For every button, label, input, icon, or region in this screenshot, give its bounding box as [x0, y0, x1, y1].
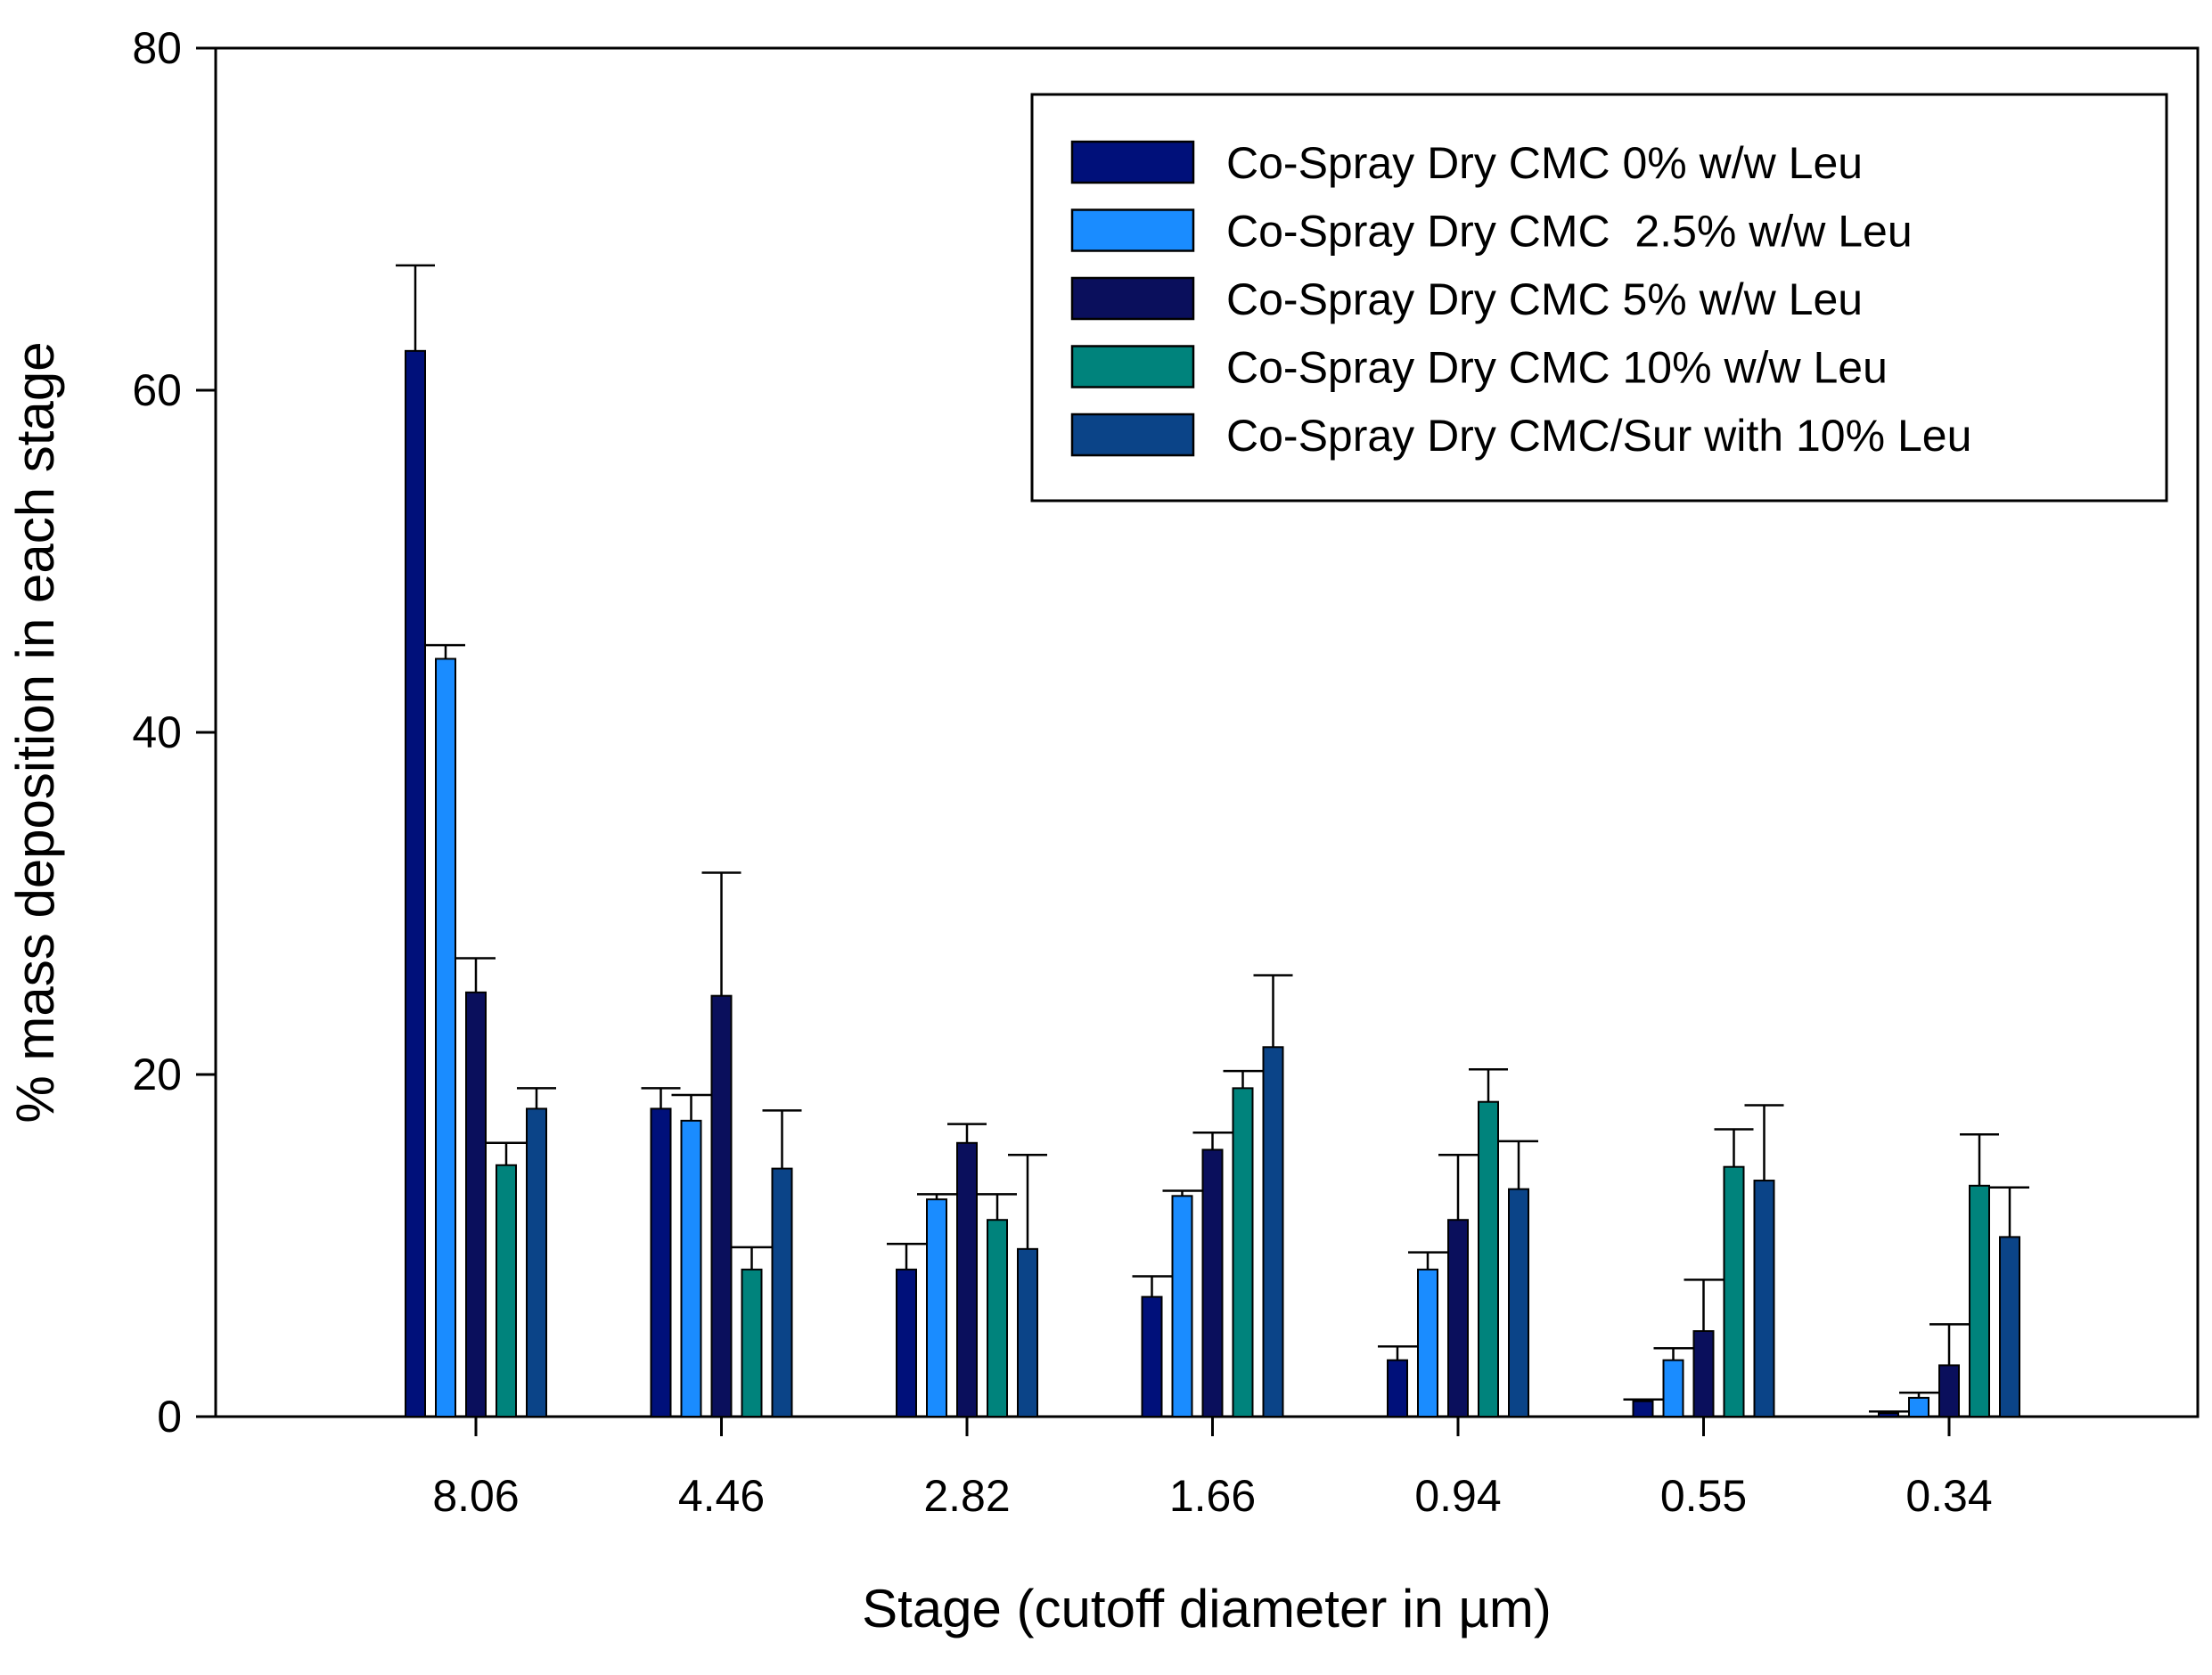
bar	[650, 1107, 672, 1418]
bar	[741, 1268, 763, 1418]
bar	[1417, 1268, 1438, 1418]
legend-swatch	[1070, 276, 1195, 321]
y-tick-label: 0	[157, 1392, 182, 1442]
legend-label: Co-Spray Dry CMC 2.5% w/w Leu	[1226, 207, 1913, 257]
x-axis: 8.06 4.46 2.82 1.66 0.94 0.55 0.34	[432, 1417, 1993, 1521]
bar	[1017, 1247, 1038, 1418]
y-tick-label: 80	[132, 23, 182, 73]
bar	[771, 1167, 793, 1418]
legend: Co-Spray Dry CMC 0% w/w Leu Co-Spray Dry …	[1030, 93, 2168, 502]
legend-label: Co-Spray Dry CMC/Sur with 10% Leu	[1226, 411, 1971, 461]
bar	[1908, 1396, 1929, 1418]
bar	[496, 1164, 517, 1418]
bar	[1201, 1148, 1224, 1418]
bar	[526, 1107, 547, 1418]
x-tick-label: 8.06	[432, 1471, 519, 1521]
legend-swatch	[1070, 140, 1195, 184]
legend-label: Co-Spray Dry CMC 0% w/w Leu	[1226, 138, 1863, 188]
bar	[710, 994, 733, 1418]
bar	[1938, 1364, 1960, 1418]
bar	[1171, 1195, 1193, 1418]
bar	[1723, 1165, 1745, 1418]
bar	[1878, 1412, 1899, 1418]
bar	[435, 658, 456, 1418]
legend-label: Co-Spray Dry CMC 10% w/w Leu	[1226, 343, 1888, 393]
y-tick-label: 20	[132, 1050, 182, 1099]
x-tick-label: 0.55	[1660, 1471, 1747, 1521]
y-tick-label: 60	[132, 365, 182, 415]
bar	[956, 1141, 978, 1418]
bar	[1508, 1188, 1529, 1418]
bar	[1632, 1400, 1654, 1418]
bar	[1478, 1100, 1499, 1418]
legend-swatch	[1070, 345, 1195, 388]
bar	[680, 1119, 702, 1418]
legend-swatch	[1070, 208, 1195, 252]
bar	[1753, 1180, 1775, 1418]
y-axis: 0 20 40 60 80	[132, 23, 216, 1442]
bar	[987, 1219, 1008, 1418]
bar	[1141, 1295, 1163, 1418]
error-bars-layer	[396, 264, 2029, 1414]
bar	[926, 1198, 947, 1418]
x-tick-label: 4.46	[678, 1471, 765, 1521]
legend-swatch	[1070, 413, 1195, 457]
legend-box	[1030, 93, 2168, 502]
y-axis-title: % mass deposition in each stage	[5, 341, 65, 1123]
x-tick-label: 0.94	[1414, 1471, 1501, 1521]
bar	[896, 1268, 917, 1418]
y-tick-label: 40	[132, 707, 182, 757]
x-axis-title: Stage (cutoff diameter in µm)	[862, 1579, 1552, 1638]
bars-layer	[405, 349, 2020, 1418]
bar	[1662, 1359, 1684, 1418]
bar	[1969, 1184, 1990, 1418]
x-tick-label: 2.82	[923, 1471, 1010, 1521]
bar	[1387, 1359, 1408, 1418]
bar	[405, 349, 426, 1418]
bar	[1262, 1046, 1284, 1418]
bar	[1232, 1087, 1254, 1418]
legend-label: Co-Spray Dry CMC 5% w/w Leu	[1226, 274, 1863, 324]
bar	[1999, 1236, 2020, 1418]
x-tick-label: 0.34	[1905, 1471, 1992, 1521]
x-tick-label: 1.66	[1169, 1471, 1256, 1521]
bar	[465, 991, 487, 1418]
bar	[1447, 1219, 1469, 1418]
bar	[1692, 1330, 1715, 1418]
